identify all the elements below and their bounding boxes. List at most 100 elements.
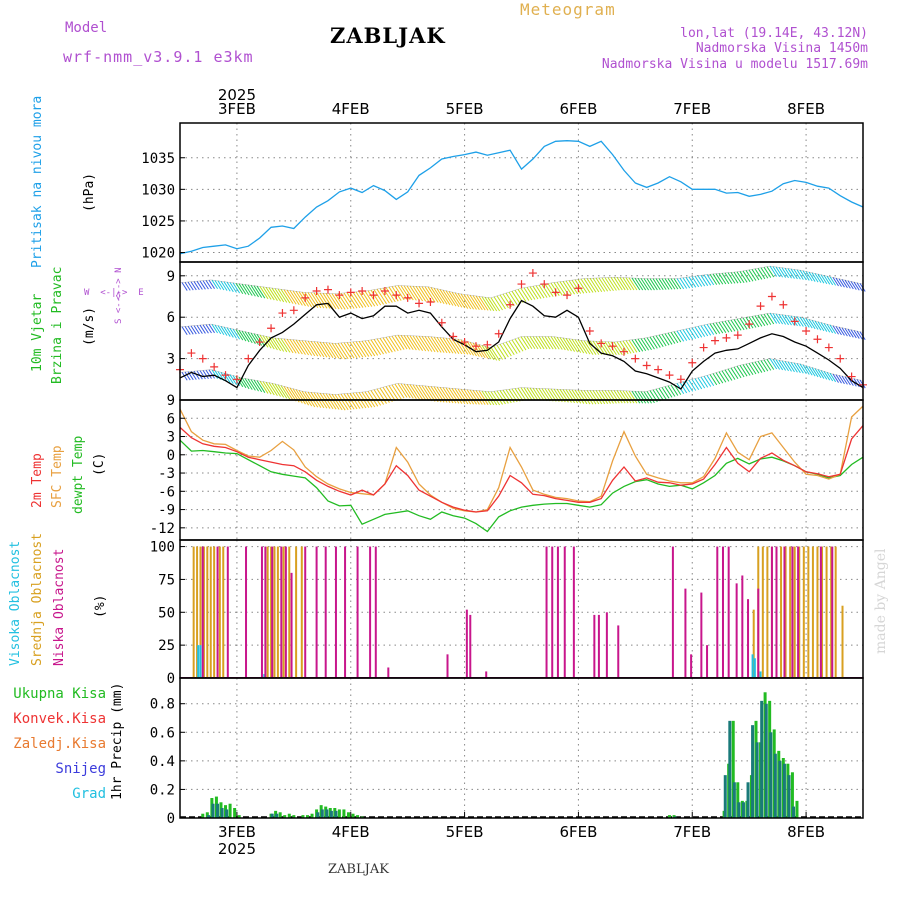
cloud-bar-high <box>197 645 200 678</box>
wind-barb <box>370 289 382 306</box>
y-tick-label: 1020 <box>141 246 175 262</box>
cloud-bar-mid <box>213 546 216 678</box>
wind-barb <box>835 374 842 384</box>
y-tick-label: 9 <box>167 393 175 409</box>
wind-barb <box>256 380 266 393</box>
cloud-bar-low <box>700 592 703 678</box>
wind-barb <box>511 339 521 353</box>
wind-barb <box>343 342 355 359</box>
wind-barb <box>556 281 566 296</box>
wind-barb <box>769 358 778 370</box>
precip-bar-snow <box>760 700 764 818</box>
wind-barb <box>487 391 498 406</box>
wind-barb <box>595 390 606 405</box>
wind-barb <box>346 342 358 359</box>
wind-barb <box>532 387 542 401</box>
precip-frz-label: Zaledj.Kisa <box>13 736 106 752</box>
cloud-bar-low <box>791 546 794 678</box>
wind-barb <box>718 321 727 333</box>
precip-bar-snow <box>741 802 745 818</box>
cloud-bar-low <box>344 546 347 678</box>
station-title: ZABLJAK <box>330 23 446 48</box>
wind-barb <box>481 390 492 406</box>
wind-barb <box>841 279 848 289</box>
wind-gust-marker <box>665 371 674 380</box>
wind-gust-marker <box>619 347 628 356</box>
wind-gust-marker <box>813 335 822 344</box>
wind-barb <box>754 361 763 373</box>
wind-barb <box>406 335 417 351</box>
wind-barb <box>802 270 810 281</box>
y-tick-label: 1035 <box>141 151 175 167</box>
wind-barb <box>190 325 197 335</box>
cloud-bar-mid <box>199 546 202 678</box>
wind-gust-marker <box>415 299 424 308</box>
precip-bar-snow <box>216 803 220 818</box>
precip-conv-label: Konvek.Kisa <box>13 711 106 727</box>
wind-barb <box>709 323 718 335</box>
wind-barb <box>655 335 664 348</box>
wind-barb <box>325 342 337 359</box>
precip-bar-rain <box>342 809 346 818</box>
cloud-bar-low <box>617 625 620 678</box>
wind-gust-marker <box>483 340 492 349</box>
wind-barb <box>193 281 200 290</box>
wind-barb <box>298 291 310 307</box>
wind-barb <box>691 276 700 288</box>
wind-barb <box>706 324 715 335</box>
wind-barb <box>517 289 527 302</box>
wind-barb <box>526 336 536 350</box>
precip-total-label: Ukupna Kisa <box>13 686 106 702</box>
wind-barb <box>559 337 569 351</box>
wind-barb <box>190 281 197 291</box>
cloud-bar-low <box>727 546 730 678</box>
wind-barb <box>679 382 688 394</box>
wind-barb <box>361 291 373 307</box>
wind-barb <box>283 289 294 304</box>
cloud-bar-low <box>690 654 693 678</box>
wind-barb <box>397 383 408 398</box>
wind-gust-marker <box>836 354 845 363</box>
wind-barb <box>415 384 427 401</box>
cloud-bar-mid <box>811 546 814 678</box>
wind-barb <box>274 383 285 398</box>
precip-bar-snow <box>755 742 759 818</box>
wind-barb <box>295 290 306 307</box>
wind-barb <box>817 273 825 284</box>
wind-barb <box>793 269 801 280</box>
wind-barb <box>229 282 237 293</box>
wind-barb <box>829 276 837 286</box>
wind-barb <box>631 277 641 291</box>
wind-barb <box>721 321 730 333</box>
wind-barb <box>277 288 288 303</box>
wind-barb <box>385 336 396 352</box>
wind-barb <box>343 292 355 309</box>
wind-barb <box>598 277 609 292</box>
compass-w: W <box>84 288 90 298</box>
precip-bar-rain <box>205 812 209 818</box>
wind-barb <box>730 367 739 380</box>
wind-barb <box>187 281 194 291</box>
wind-barb <box>628 390 638 404</box>
precip-bar-rain <box>346 812 350 818</box>
wind-barb <box>727 320 736 332</box>
wind-barb <box>685 277 694 288</box>
wind-barb <box>625 390 635 404</box>
wind-barb <box>628 277 638 291</box>
wind-barb <box>331 342 343 360</box>
wind-gust-marker <box>767 292 776 301</box>
wind-barb <box>742 270 751 283</box>
wind-barb <box>673 331 682 343</box>
wind-barb <box>313 292 325 309</box>
wind-barb <box>409 384 420 400</box>
pressure-line <box>179 140 864 255</box>
wind-barb <box>463 389 475 405</box>
precip-bar-snow <box>746 782 750 818</box>
wind-barb <box>739 271 748 283</box>
wind-barb <box>772 266 781 278</box>
cloud-bar-low <box>684 588 687 678</box>
wind-barb <box>841 375 848 385</box>
cloud-bar-mid <box>821 546 824 678</box>
wind-barb <box>415 286 427 302</box>
wind-gust-marker <box>574 284 583 293</box>
